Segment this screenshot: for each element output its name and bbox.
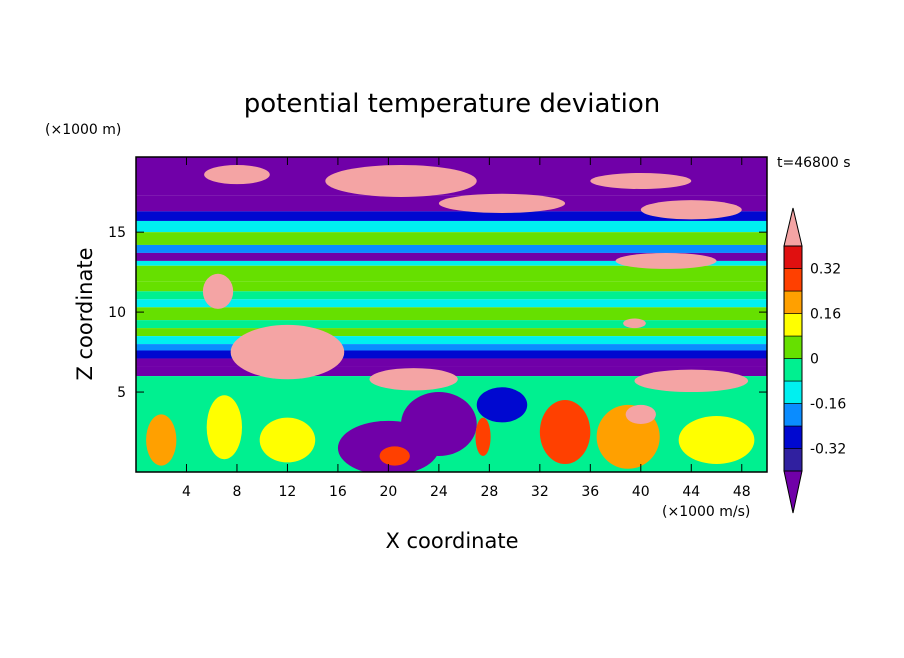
field-band (136, 252, 767, 261)
field-band (136, 265, 767, 282)
colorbar-swatch (783, 245, 803, 269)
colorbar-swatch (783, 425, 803, 449)
colorbar-swatch (783, 335, 803, 359)
colorbar-label: 0 (810, 352, 819, 368)
x-tick-label: 40 (632, 484, 650, 500)
field-blob (590, 172, 692, 189)
x-unit-label: (×1000 m/s) (662, 504, 750, 520)
x-axis: 4 8 12 16 20 24 28 32 36 40 44 48 (182, 157, 751, 500)
field-blob (634, 369, 749, 393)
x-tick-label: 16 (329, 484, 347, 500)
field-band (136, 232, 767, 245)
colorbar-extend-top (783, 207, 803, 247)
field-blob (379, 446, 410, 466)
field-band (136, 244, 767, 253)
field-blob (146, 414, 177, 466)
x-tick-label: 20 (379, 484, 397, 500)
y-axis-label: Z coordinate (73, 247, 97, 380)
colorbar-swatch (783, 403, 803, 427)
field-blob (625, 404, 656, 425)
field-blob (640, 200, 742, 220)
field-band (136, 211, 767, 221)
x-tick-label: 32 (531, 484, 549, 500)
x-tick-label: 24 (430, 484, 448, 500)
colorbar-label: -0.32 (810, 442, 846, 458)
field-blob (204, 164, 270, 185)
chart-title: potential temperature deviation (244, 89, 660, 119)
colorbar-swatch (783, 380, 803, 404)
colorbar-label: 0.32 (810, 262, 841, 278)
colorbar-frame (783, 245, 803, 472)
field-blob (230, 324, 345, 380)
y-tick-label: 15 (108, 225, 126, 241)
colorbar-label: -0.16 (810, 397, 846, 413)
x-tick-label: 12 (279, 484, 297, 500)
field-blob (325, 164, 477, 197)
field-blob (476, 387, 528, 423)
field-band (136, 320, 767, 329)
field-blob (615, 252, 717, 269)
y-tick-label: 5 (117, 385, 126, 401)
x-tick-label: 8 (232, 484, 241, 500)
y-axis: 5 10 15 (108, 225, 767, 401)
x-tick-label: 44 (682, 484, 700, 500)
field-band (136, 336, 767, 345)
colorbar-swatch (783, 358, 803, 382)
field-blob (438, 193, 566, 213)
field-band (136, 344, 767, 351)
field-band (136, 358, 767, 367)
field-band (136, 220, 767, 233)
x-axis-label: X coordinate (385, 529, 518, 553)
field-blob (202, 273, 234, 309)
field-blob (401, 392, 477, 457)
x-tick-label: 36 (581, 484, 599, 500)
field-band (136, 260, 767, 266)
field-blob (259, 417, 316, 463)
x-tick-label: 4 (182, 484, 191, 500)
field-blob (475, 417, 491, 457)
field-band (136, 291, 767, 300)
field-area (136, 157, 767, 472)
y-tick-label: 10 (108, 305, 126, 321)
field-band (136, 299, 767, 308)
x-tick-label: 48 (733, 484, 751, 500)
field-blob (539, 400, 591, 465)
field-band (136, 328, 767, 337)
colorbar-label: 0.16 (810, 307, 841, 323)
field-blob (623, 318, 646, 329)
field-band (136, 307, 767, 321)
plot-frame (135, 156, 768, 473)
colorbar: 0.32 0.16 0 -0.16 -0.32 (783, 207, 846, 514)
field-blob (678, 416, 755, 465)
colorbar-swatch (783, 448, 803, 472)
colorbar-swatch (783, 313, 803, 337)
y-unit-label: (×1000 m) (45, 122, 121, 138)
colorbar-swatch (783, 290, 803, 314)
field-band (136, 281, 767, 292)
colorbar-extend-bottom (783, 470, 803, 514)
time-label: t=46800 s (777, 155, 851, 171)
field-blob (206, 395, 243, 460)
field-band (136, 366, 767, 377)
field-blob (369, 368, 458, 391)
colorbar-swatch (783, 268, 803, 292)
x-tick-label: 28 (480, 484, 498, 500)
field-band (136, 350, 767, 359)
